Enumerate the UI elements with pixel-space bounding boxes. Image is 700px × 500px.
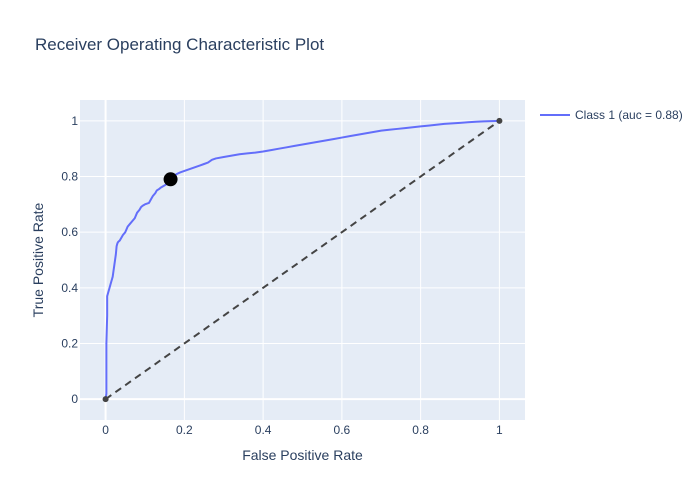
data-layer (102, 117, 503, 403)
x-axis-title: False Positive Rate (242, 447, 363, 463)
y-tick-label: 0.8 (61, 170, 78, 184)
operating-point-marker (163, 172, 178, 187)
x-tick-label: 0.4 (255, 423, 272, 437)
endpoint-marker (496, 117, 503, 124)
y-tick-label: 1 (71, 114, 78, 128)
y-tick-label: 0.2 (61, 336, 78, 350)
x-tick-label: 0.8 (412, 423, 429, 437)
x-tick-label: 1 (496, 423, 503, 437)
legend-label: Class 1 (auc = 0.88) (575, 108, 683, 122)
y-tick-label: 0 (71, 392, 78, 406)
endpoint-marker (102, 396, 109, 403)
grid-lines (80, 100, 525, 420)
chance-diagonal-line (105, 120, 500, 400)
y-tick-label: 0.4 (61, 281, 78, 295)
x-tick-label: 0.2 (176, 423, 193, 437)
legend[interactable]: Class 1 (auc = 0.88) (540, 108, 683, 122)
x-tick-label: 0 (102, 423, 109, 437)
x-tick-label: 0.6 (334, 423, 351, 437)
y-axis-title: True Positive Rate (30, 202, 46, 317)
roc-curve-line (104, 119, 500, 400)
tick-labels: 0 0.2 0.4 0.6 0.8 1 0 0.2 0.4 0.6 0.8 1 (61, 114, 503, 437)
y-tick-label: 0.6 (61, 225, 78, 239)
chart-title: Receiver Operating Characteristic Plot (35, 35, 324, 54)
